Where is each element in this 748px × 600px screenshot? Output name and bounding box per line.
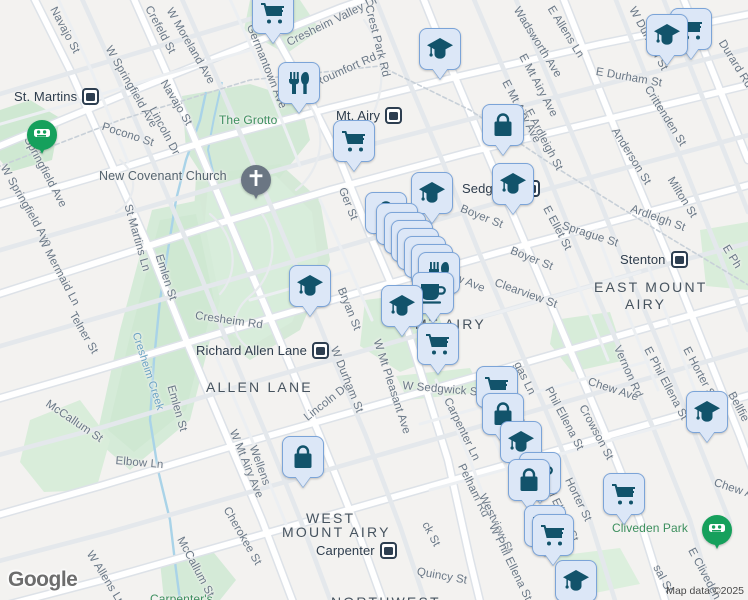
school-icon bbox=[499, 172, 527, 196]
train-station-icon[interactable] bbox=[311, 342, 329, 359]
google-logo[interactable]: Google bbox=[8, 568, 78, 591]
neighborhood-label: NORTHWEST bbox=[331, 594, 441, 600]
neighborhood-label: WEST bbox=[306, 510, 356, 526]
train-station-icon[interactable] bbox=[82, 88, 100, 105]
school-icon bbox=[418, 181, 446, 205]
station-label: Richard Allen Lane bbox=[196, 343, 307, 358]
place-label: New Covenant Church bbox=[99, 169, 227, 183]
transit-station[interactable]: Richard Allen Lane bbox=[196, 342, 329, 359]
map-marker-restaurant[interactable] bbox=[278, 62, 320, 104]
map-marker-shopping-cart[interactable] bbox=[252, 0, 294, 34]
map-marker-school[interactable] bbox=[289, 265, 331, 307]
coffee-icon bbox=[420, 282, 446, 304]
school-icon bbox=[693, 400, 721, 424]
train-station-icon[interactable] bbox=[379, 542, 397, 559]
school-icon bbox=[426, 37, 454, 61]
map-marker-school[interactable] bbox=[555, 560, 597, 600]
school-icon bbox=[296, 274, 324, 298]
neighborhood-label: MOUNT AIRY bbox=[282, 524, 391, 540]
map-marker-shopping-cart[interactable] bbox=[417, 323, 459, 365]
station-label: Stenton bbox=[620, 252, 666, 267]
map-marker-shopping-bag[interactable] bbox=[482, 104, 524, 146]
place-label: The Grotto bbox=[219, 113, 278, 127]
shopping-cart-icon bbox=[261, 2, 285, 24]
map-pin-church[interactable] bbox=[241, 165, 271, 199]
train-station-icon[interactable] bbox=[385, 107, 403, 124]
map-pin-park[interactable] bbox=[27, 120, 57, 154]
shopping-bag-icon bbox=[292, 445, 314, 469]
school-icon bbox=[653, 23, 681, 47]
map-marker-shopping-bag[interactable] bbox=[508, 459, 550, 501]
map-marker-school[interactable] bbox=[686, 391, 728, 433]
neighborhood-label: AIRY bbox=[625, 296, 667, 312]
place-label: Cliveden Park bbox=[612, 521, 689, 535]
school-icon bbox=[507, 430, 535, 454]
shopping-bag-icon bbox=[518, 468, 540, 492]
shopping-cart-icon bbox=[342, 130, 366, 152]
school-icon bbox=[388, 294, 416, 318]
park-icon bbox=[708, 520, 726, 541]
map-marker-shopping-cart[interactable] bbox=[333, 120, 375, 162]
shopping-bag-icon bbox=[492, 113, 514, 137]
map-marker-shopping-cart[interactable] bbox=[532, 514, 574, 556]
station-label: Carpenter bbox=[316, 543, 375, 558]
transit-station[interactable]: Carpenter bbox=[316, 542, 397, 559]
shopping-cart-icon bbox=[612, 483, 636, 505]
map-marker-school[interactable] bbox=[646, 14, 688, 56]
map-marker-school[interactable] bbox=[411, 172, 453, 214]
map-marker-school[interactable] bbox=[492, 163, 534, 205]
map-marker-shopping-bag[interactable] bbox=[282, 436, 324, 478]
neighborhood-label: EAST MOUNT bbox=[594, 279, 708, 295]
park-icon bbox=[33, 125, 51, 146]
train-station-icon[interactable] bbox=[670, 251, 688, 268]
map-attribution: Map data ©2025 bbox=[666, 585, 744, 597]
station-label: St. Martins bbox=[14, 89, 78, 104]
map-marker-shopping-cart[interactable] bbox=[603, 473, 645, 515]
church-icon bbox=[248, 169, 264, 192]
transit-station[interactable]: Stenton bbox=[620, 251, 688, 268]
shopping-cart-icon bbox=[541, 524, 565, 546]
transit-station[interactable]: St. Martins bbox=[14, 88, 100, 105]
shopping-cart-icon bbox=[426, 333, 450, 355]
map-marker-school[interactable] bbox=[381, 285, 423, 327]
place-label: Carpenter's bbox=[150, 592, 213, 600]
neighborhood-label: ALLEN LANE bbox=[206, 379, 313, 395]
school-icon bbox=[562, 569, 590, 593]
map-pin-park[interactable] bbox=[702, 515, 732, 549]
map-marker-school[interactable] bbox=[419, 28, 461, 70]
restaurant-icon bbox=[288, 71, 310, 95]
